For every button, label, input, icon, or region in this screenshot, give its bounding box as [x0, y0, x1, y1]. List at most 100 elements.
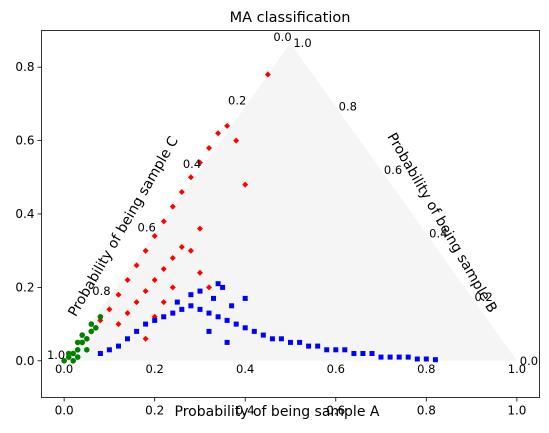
y-tick-label: 0.4 [15, 207, 34, 221]
data-point [233, 321, 239, 327]
data-point [278, 336, 284, 342]
data-point [179, 306, 185, 312]
ternary-a-tick-label: 0.4 [236, 362, 254, 376]
x-tick-label: 0.0 [55, 404, 74, 418]
data-point [206, 284, 213, 291]
ternary-c-tick-label: 0.0 [273, 30, 291, 44]
data-point [133, 262, 140, 269]
y-tick-label: 0.8 [15, 60, 34, 74]
data-point [151, 233, 158, 240]
data-point [115, 321, 122, 328]
data-point [432, 357, 438, 363]
data-point [211, 295, 216, 301]
data-point [196, 159, 203, 166]
data-point [142, 288, 149, 295]
data-point [224, 317, 230, 323]
data-point [229, 303, 235, 309]
ternary-b-tick-label: 1.0 [293, 36, 311, 50]
data-point [143, 321, 149, 327]
data-point [70, 358, 76, 364]
data-point [178, 188, 185, 195]
data-point [197, 288, 203, 294]
data-point [378, 354, 384, 360]
data-point [269, 336, 275, 342]
data-point [306, 343, 312, 349]
axis-a-label: Probability of being sample A [175, 404, 380, 420]
data-point [396, 354, 402, 360]
data-point [84, 347, 90, 353]
data-point [106, 347, 112, 353]
data-point [215, 130, 222, 137]
data-point [142, 335, 149, 342]
data-point [206, 310, 212, 316]
data-point [174, 299, 180, 305]
data-point [160, 218, 167, 225]
data-point [333, 347, 339, 353]
data-point [116, 343, 121, 349]
data-point [405, 354, 411, 360]
ternary-c-tick-label: 1.0 [47, 348, 65, 362]
y-axis-ticks: 0.0 0.2 0.4 0.6 0.8 [15, 60, 42, 368]
data-point [196, 225, 203, 232]
data-point [387, 354, 393, 360]
data-point [88, 321, 95, 327]
data-point [315, 343, 321, 349]
ternary-triangle [64, 43, 517, 361]
ternary-a-tick-label: 0.6 [327, 362, 345, 376]
ternary-tick-labels: 0.0 0.2 0.4 0.6 0.8 1.00.00.20.40.60.81.00.00… [47, 30, 538, 376]
data-point [74, 339, 81, 346]
data-point [169, 284, 176, 291]
x-tick-label: 0.2 [145, 404, 164, 418]
ternary-a-tick-label: 0.2 [146, 362, 164, 376]
data-point [369, 351, 375, 356]
ternary-a-tick-label: 1.0 [508, 362, 526, 376]
data-point [134, 328, 140, 334]
data-point [187, 174, 194, 181]
data-point [224, 339, 230, 345]
data-point [160, 299, 167, 306]
y-tick-label: 0.2 [15, 280, 34, 294]
data-point [188, 292, 194, 298]
ternary-b-tick-label: 0.4 [429, 227, 447, 241]
data-point [79, 339, 85, 346]
y-tick-label: 0.0 [15, 354, 34, 368]
data-point [170, 310, 176, 316]
chart-title: MA classification [230, 10, 351, 26]
x-tick-label: 0.6 [326, 404, 345, 418]
data-points [61, 71, 438, 364]
data-point [288, 339, 293, 345]
data-point [220, 284, 226, 290]
data-point [206, 328, 212, 334]
data-point [124, 310, 131, 317]
data-point [197, 306, 203, 312]
data-point [414, 356, 420, 362]
ternary-b-tick-label: 0.0 [520, 354, 538, 368]
ternary-a-tick-label: 0.0 [55, 362, 73, 376]
data-point [188, 303, 194, 309]
data-point [351, 351, 357, 356]
data-point [215, 281, 221, 287]
data-point [251, 328, 257, 334]
data-point [260, 332, 266, 338]
data-point [125, 336, 130, 342]
data-point [70, 350, 76, 357]
ternary-b-tick-label: 0.8 [339, 100, 357, 114]
data-point [79, 332, 85, 338]
data-point [242, 181, 249, 188]
data-point [161, 314, 167, 320]
data-point [97, 314, 104, 320]
data-point [74, 354, 81, 360]
ternary-c-tick-label: 0.6 [138, 221, 156, 235]
data-point [152, 317, 158, 323]
data-point [178, 244, 185, 251]
data-point [224, 122, 231, 129]
data-point [65, 350, 72, 357]
data-point [84, 336, 90, 342]
data-point [242, 325, 248, 331]
data-point [106, 306, 113, 313]
data-point [124, 277, 131, 284]
data-point [88, 328, 95, 335]
x-axis-ticks: 0.0 0.2 0.4 0.6 0.8 1.0 [55, 397, 526, 418]
data-point [206, 144, 213, 151]
data-point [360, 351, 366, 356]
